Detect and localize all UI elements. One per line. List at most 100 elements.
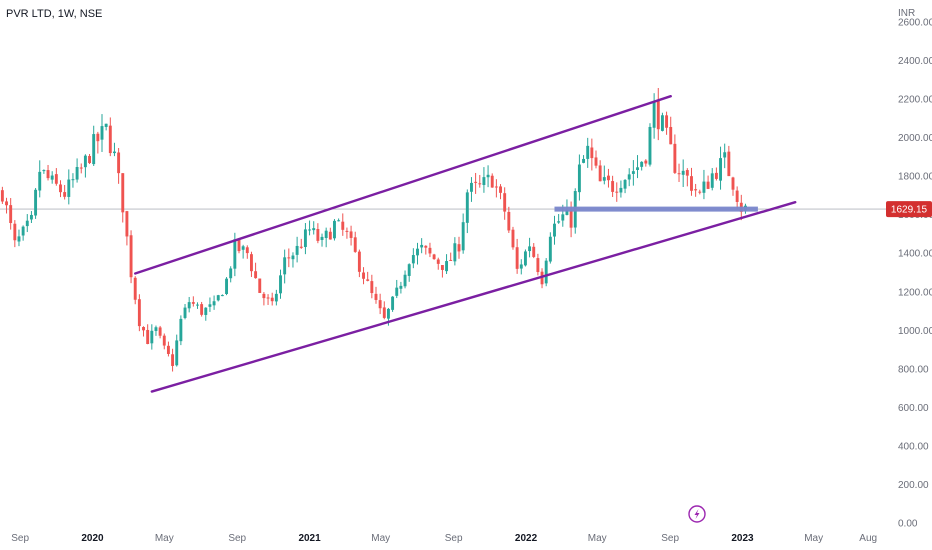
candle-body	[108, 125, 112, 154]
candle-body	[470, 182, 473, 192]
candle-body	[735, 190, 739, 202]
candle-body	[162, 335, 166, 346]
candle-body	[681, 170, 685, 175]
y-tick-label: 2600.00	[898, 18, 932, 29]
candle-body	[0, 190, 4, 202]
candle-body	[295, 245, 299, 255]
x-tick-label: 2020	[81, 533, 104, 544]
candle-body	[403, 274, 407, 287]
candle-body	[519, 264, 523, 269]
candle-body	[511, 229, 515, 248]
candle-body	[453, 243, 457, 262]
candle-body	[353, 237, 357, 252]
candle-body	[474, 181, 478, 183]
candle-body	[212, 301, 216, 306]
candle-body	[34, 189, 38, 216]
channel-lower-line[interactable]	[150, 200, 797, 393]
candle-body	[175, 340, 179, 366]
candle-body	[391, 296, 395, 310]
candle-body	[627, 174, 631, 180]
drawings[interactable]	[134, 94, 797, 393]
candle-body	[113, 151, 116, 154]
candle-body	[349, 231, 353, 238]
candle-body	[652, 102, 656, 128]
candle-body	[656, 100, 660, 130]
candle-body	[216, 295, 220, 301]
candle-body	[316, 229, 320, 241]
x-tick-label: May	[371, 533, 390, 544]
candle-body	[287, 257, 291, 259]
candle-body	[499, 186, 502, 193]
candle-body	[685, 170, 689, 176]
candle-body	[333, 220, 336, 239]
candle-body	[104, 123, 108, 127]
candle-body	[702, 181, 706, 193]
candle-body	[291, 255, 295, 260]
candle-body	[357, 251, 361, 272]
x-tick-label: 2022	[515, 533, 538, 544]
candle-body	[166, 345, 170, 354]
candle-body	[532, 246, 536, 257]
candle-body	[299, 246, 303, 248]
candle-body	[536, 258, 540, 273]
candle-body	[245, 247, 249, 254]
candle-body	[92, 134, 96, 165]
candle-body	[320, 236, 324, 240]
candle-body	[432, 254, 436, 260]
x-tick-label: May	[804, 533, 823, 544]
candle-body	[117, 152, 121, 174]
candle-body	[196, 304, 199, 306]
candle-body	[241, 246, 245, 250]
candle-body	[714, 172, 718, 179]
x-tick-label: Aug	[859, 533, 877, 544]
candle-body	[154, 327, 158, 331]
candle-body	[46, 170, 50, 179]
candle-body	[382, 307, 386, 318]
candle-body	[673, 143, 677, 173]
symbol-title[interactable]: PVR LTD, 1W, NSE	[6, 8, 103, 20]
candle-body	[669, 126, 673, 145]
x-tick-label: 2023	[731, 533, 754, 544]
candle-body	[200, 304, 204, 315]
candle-body	[225, 278, 228, 295]
time-axis[interactable]: Sep 2020 May Sep 2021 May Sep 2022 May Sep 2023 May…	[11, 533, 877, 544]
candle-body	[204, 307, 208, 315]
candle-body	[515, 247, 519, 269]
candle-body	[183, 307, 187, 318]
candle-body	[478, 183, 482, 185]
candle-body	[237, 239, 241, 252]
candle-body	[445, 261, 449, 272]
candle-body	[100, 126, 104, 140]
candle-body	[719, 158, 722, 181]
candle-body	[677, 173, 681, 175]
candle-body	[83, 155, 87, 168]
candle-body	[399, 285, 403, 289]
lightning-icon[interactable]	[688, 505, 706, 523]
candle-body	[727, 151, 731, 177]
channel-upper-line[interactable]	[134, 94, 672, 275]
candle-body	[486, 174, 490, 178]
candle-body	[665, 115, 669, 128]
candle-body	[528, 246, 532, 252]
candle-body	[461, 222, 465, 251]
candle-body	[341, 221, 345, 230]
support-zone[interactable]	[554, 206, 758, 212]
candle-body	[690, 176, 693, 191]
candle-body	[636, 167, 639, 170]
candle-body	[594, 157, 598, 166]
candle-body	[723, 152, 727, 158]
candle-body	[220, 295, 224, 297]
candle-body	[577, 164, 581, 193]
candle-body	[266, 297, 270, 299]
candle-body	[254, 271, 258, 279]
x-tick-label: Sep	[11, 533, 29, 544]
candle-body	[694, 189, 698, 191]
candle-body	[631, 171, 635, 174]
candle-body	[557, 221, 561, 223]
candle-body	[208, 304, 212, 307]
candle-body	[158, 327, 162, 336]
candle-body	[29, 214, 33, 220]
candle-body	[449, 259, 453, 261]
x-tick-label: Sep	[228, 533, 246, 544]
